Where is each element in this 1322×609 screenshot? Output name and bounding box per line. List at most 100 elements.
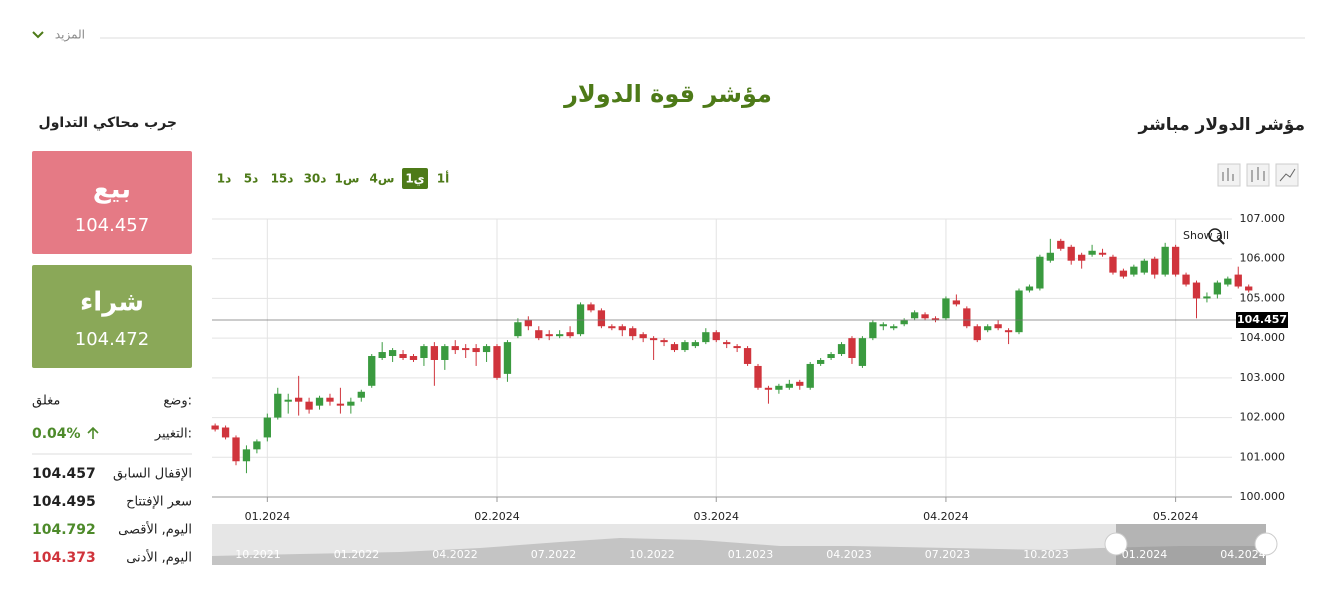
candle-body (1245, 286, 1253, 291)
candle-body (952, 300, 961, 305)
candle-body (305, 401, 313, 410)
candle-body (816, 359, 825, 364)
timeframe-bar: 1د 5د 15د 30د 1س 4س 1ي 1أ (217, 168, 449, 189)
candle-body (754, 365, 762, 388)
navigator-selection[interactable] (1116, 524, 1266, 565)
y-tick-label: 101.000 (1240, 450, 1286, 463)
candle-body (670, 344, 679, 351)
sell-price: 104.457 (75, 215, 149, 236)
candle-body (1213, 282, 1222, 295)
candle-body (472, 348, 480, 353)
candle-body (357, 391, 365, 398)
candle-body (242, 449, 251, 462)
x-tick-label: 04.2024 (923, 510, 969, 523)
candle-body (994, 324, 1002, 329)
panel-title: جرب محاكي التداول (39, 115, 177, 131)
candle-body (555, 334, 564, 337)
candle-body (535, 330, 543, 339)
candle-body (368, 356, 376, 386)
candle-body (1088, 250, 1096, 255)
candle-body (462, 348, 470, 351)
change-arrow (87, 426, 99, 439)
more-link[interactable]: المزيد (55, 28, 85, 43)
candle-body (963, 308, 971, 327)
stat-value: 104.792 (32, 522, 96, 538)
candle-body (618, 326, 626, 331)
stat-label: اليوم, الأقصى (118, 521, 192, 538)
timeframe-active[interactable] (402, 168, 428, 189)
zoom-icon (1208, 228, 1222, 242)
timeframe-option[interactable]: 1ي (405, 172, 424, 186)
buy-label: شراء (80, 288, 144, 318)
chart-heading: مؤشر الدولار مباشر (1138, 115, 1306, 135)
candle-body (1098, 252, 1107, 255)
candle-body (1161, 246, 1169, 275)
timeframe-option[interactable]: 1أ (437, 171, 449, 186)
candle-body (211, 425, 219, 430)
candle-body (430, 346, 439, 360)
candle-body (294, 397, 303, 402)
buy-button[interactable] (32, 265, 192, 368)
timeframe-option[interactable]: 5د (244, 172, 259, 186)
zoom-icon (1218, 238, 1225, 245)
stat-label: اليوم, الأدنى (126, 549, 192, 566)
candle-body (848, 338, 856, 358)
candle-body (576, 304, 585, 335)
candle-body (931, 318, 940, 321)
candle-body (1067, 246, 1075, 261)
candle-body (315, 397, 324, 406)
candle-body (984, 326, 992, 331)
candle-body (681, 342, 689, 351)
candle-body (973, 326, 981, 341)
timeframe-option[interactable]: 15د (271, 172, 294, 186)
timeframe-option[interactable]: 4س (370, 172, 395, 186)
candle-body (1130, 266, 1138, 275)
candle-body (274, 393, 282, 418)
icon-bar-chart[interactable] (1217, 163, 1241, 187)
icon-glyph (1222, 168, 1234, 181)
candle-body (639, 334, 647, 339)
candle-body (723, 342, 731, 345)
navigator-handle[interactable] (1254, 532, 1278, 556)
candle-body (1057, 240, 1065, 249)
navigator-handle[interactable] (1104, 532, 1128, 556)
chart-type-icons (1217, 163, 1299, 187)
last-price-box (1236, 311, 1288, 328)
candle-body (1140, 260, 1148, 273)
candle-body (378, 352, 386, 358)
candle-body (1192, 282, 1201, 299)
sell-button[interactable] (32, 151, 192, 254)
candle-body (837, 344, 846, 355)
candle-body (347, 401, 355, 406)
timeframe-option[interactable]: 1د (217, 172, 232, 186)
y-tick-label: 105.000 (1240, 291, 1286, 304)
x-tick-label: 02.2024 (474, 510, 520, 523)
navigator-label: 10.2022 (629, 548, 675, 561)
candle-body (869, 322, 877, 339)
candle-body (1234, 274, 1242, 287)
candle-body (388, 350, 397, 357)
show-all-button[interactable]: Show all (1183, 229, 1229, 242)
candle-body (743, 348, 752, 364)
navigator-label: 04.2024 (1220, 548, 1266, 561)
icon-glyph (1251, 167, 1265, 182)
more-chevron[interactable] (32, 31, 44, 39)
x-tick-label: 05.2024 (1153, 510, 1199, 523)
candle-body (806, 363, 814, 388)
candle-body (775, 385, 783, 390)
navigator-label: 04.2022 (432, 548, 478, 561)
candle-body (858, 338, 867, 366)
timeframe-option[interactable]: 30د (304, 172, 327, 186)
candle-body (1077, 254, 1086, 261)
y-tick-label: 102.000 (1240, 411, 1286, 424)
candle-body (545, 334, 553, 337)
stats-rows: الإقفال السابق 104.457 سعر الإفتتاح 104.495… (32, 466, 192, 566)
candle-body (608, 326, 616, 329)
candle-body (691, 342, 700, 347)
navigator-label: 01.2023 (728, 548, 774, 561)
candle-body (1151, 258, 1159, 275)
timeframe-option[interactable]: 1س (335, 172, 360, 186)
candle-body (796, 381, 804, 386)
